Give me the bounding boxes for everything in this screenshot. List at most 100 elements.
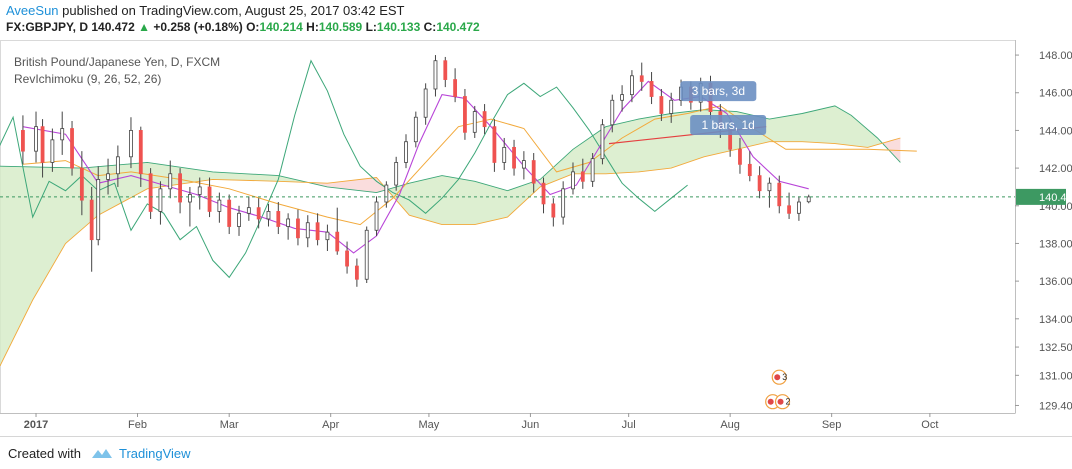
candle-down [512,146,516,169]
candle-down [315,222,320,241]
candle-down [453,79,458,97]
candle-down [207,186,212,212]
candle-up [630,75,634,96]
tradingview-logo-icon [91,449,112,458]
candle-up [50,139,55,163]
candle-up [384,184,389,203]
candle-down [777,182,782,207]
event-marker-dot [767,398,774,405]
candle-down [21,130,25,152]
candle-up [60,128,65,141]
candle-up [96,179,101,241]
y-tick-label: 146.000 [1039,88,1072,100]
candle-up [669,99,674,114]
price-change: +0.258 (+0.18%) [153,20,243,34]
candle-down [148,173,153,212]
candle-down [787,205,791,214]
last-price: 140.472 [91,20,135,34]
event-marker-count: 3 [782,372,787,382]
y-tick-label: 148.000 [1039,50,1072,62]
candle-up [571,171,575,190]
y-tick-label: 136.000 [1039,276,1072,288]
candle-down [492,126,497,163]
low-value: 140.133 [376,20,421,34]
candle-up [34,126,38,152]
candle-up [106,173,110,180]
candle-up [561,188,566,218]
x-tick-label: Jun [522,419,540,431]
x-tick-label: 2017 [24,419,48,431]
y-tick-label: 132.500 [1039,342,1072,354]
candle-up [158,188,163,212]
candle-down [747,163,752,177]
candle-down [463,96,467,133]
indicator-label: RevIchimoku (9, 26, 52, 26) [14,72,161,86]
candle-down [138,130,143,175]
x-tick-label: Aug [720,419,740,431]
candle-up [246,207,251,214]
low-label: L: [365,20,377,34]
y-tick-label: 134.000 [1039,314,1072,326]
high-label: H: [306,20,319,34]
x-tick-label: Sep [822,419,842,431]
candle-down [70,128,74,169]
open-value: 140.214 [259,20,303,34]
last-price-badge [1016,188,1066,205]
bars-annotation-text: 3 bars, 3d [692,84,745,98]
leading-span-a-line [0,105,901,194]
price-chart[interactable]: 3 bars, 3d1 bars, 1d332 148.000146.00014… [0,36,1072,436]
leading-span-b-line [0,137,901,367]
cloud-bullish-area [389,105,885,225]
y-tick-label: 131.000 [1039,370,1072,382]
candle-up [364,229,369,280]
y-tick-label: 138.000 [1039,238,1072,250]
event-marker-count: 2 [786,397,791,407]
x-tick-label: Oct [921,419,938,431]
candle-down [256,207,261,220]
publish-info: published on TradingView.com, August 25,… [62,3,405,18]
ichimoku-cloud [0,105,901,366]
event-marker-dot [777,398,784,405]
candle-up [620,94,624,101]
candle-up [797,201,801,214]
author-link[interactable]: AveeSun [6,3,59,18]
candle-up [266,211,271,220]
candle-up [237,212,241,227]
x-tick-label: May [419,419,440,431]
candle-down [551,203,556,218]
bars-annotation-box [680,81,757,102]
candle-down [639,75,644,82]
candle-up [197,186,202,195]
axes: 148.000146.000144.000142.000140.000138.0… [0,40,1072,431]
candle-down [178,173,182,203]
candle-down [345,250,349,267]
event-marker-dot [774,374,781,381]
tradingview-link[interactable]: TradingView [118,445,191,461]
candle-up [502,146,507,163]
candle-up [413,116,418,143]
bars-annotation-text: 1 bars, 1d [701,118,754,132]
candle-down [89,199,94,241]
candle-down [531,160,536,184]
y-tick-label: 144.000 [1039,125,1072,137]
candle-up [129,130,133,158]
candle-up [374,201,379,231]
close-label: C: [423,20,437,34]
candle-down [659,96,664,114]
x-tick-label: Mar [220,419,239,431]
candle-down [738,148,742,165]
candle-up [806,196,811,203]
candle-down [649,81,654,97]
candle-down [580,171,585,182]
candle-up [305,222,310,239]
chart-title: British Pound/Japanese Yen, D, FXCM [14,55,220,69]
cloud-bullish-area [0,162,312,366]
overlays: 3 bars, 3d1 bars, 1d332 [0,81,1015,410]
ohlc-line: FX:GBPJPY, D 140.472 ▲ +0.258 (+0.18%) O… [6,19,480,36]
x-tick-label: Apr [322,419,339,431]
candle-down [79,167,84,201]
candle-up [423,88,428,118]
y-tick-label: 129.400 [1039,400,1072,412]
candle-down [541,182,546,205]
candle-up [286,218,291,227]
